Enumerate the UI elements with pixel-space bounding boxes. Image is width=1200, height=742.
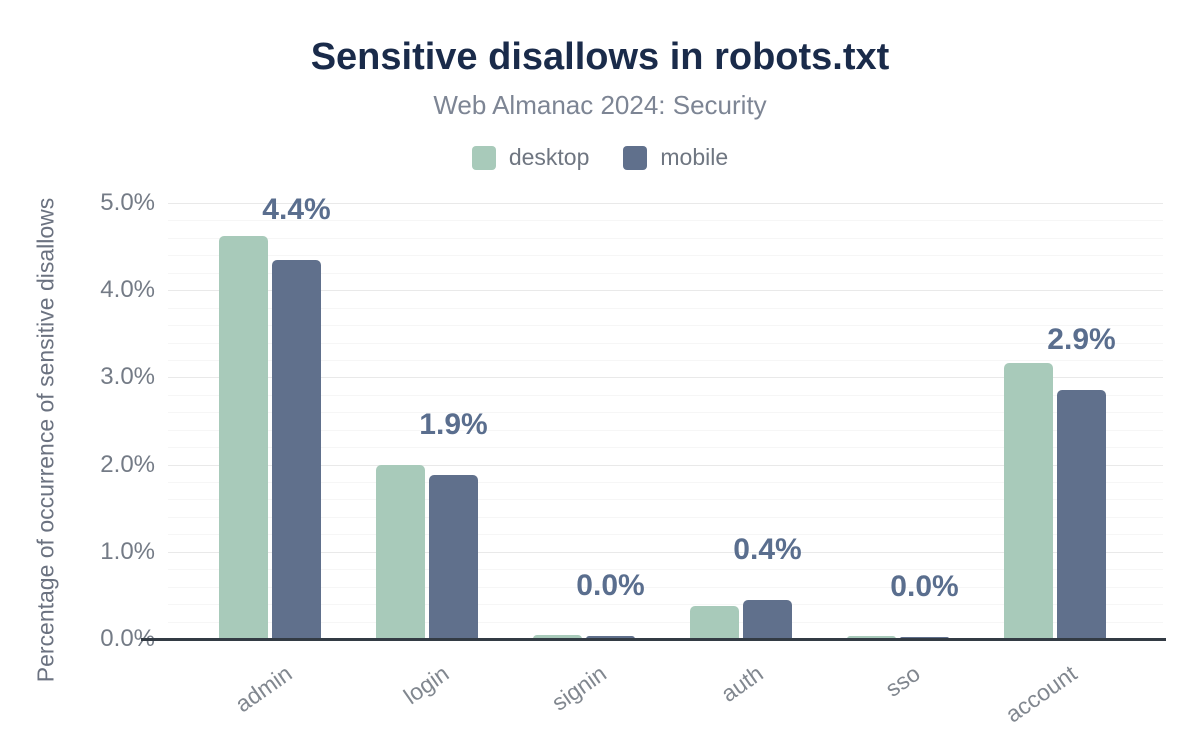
- chart-subtitle: Web Almanac 2024: Security: [433, 90, 767, 120]
- legend-item-desktop: desktop: [471, 144, 590, 171]
- legend-label-mobile: mobile: [660, 144, 729, 170]
- bar-mobile-auth: [743, 599, 792, 639]
- bar-value-label-login: 1.9%: [419, 408, 488, 442]
- gridline-minor: [168, 412, 1163, 414]
- bar-desktop-signin: [533, 634, 582, 639]
- gridline-minor: [168, 307, 1163, 309]
- legend: desktop mobile: [0, 144, 1200, 171]
- x-axis-label-sso: sso: [880, 660, 925, 702]
- x-axis-label-login: login: [399, 660, 454, 710]
- gridline-minor: [168, 447, 1163, 449]
- x-axis-label-admin: admin: [230, 660, 297, 718]
- bar-value-label-sso: 0.0%: [890, 570, 959, 603]
- bar-desktop-sso: [847, 636, 896, 639]
- bar-mobile-account: [1057, 389, 1106, 639]
- bar-value-label-admin: 4.4%: [262, 192, 331, 226]
- gridline-minor: [168, 255, 1163, 257]
- gridline-minor: [168, 325, 1163, 327]
- bar-value-label-auth: 0.4%: [733, 532, 802, 566]
- bar-value-label-account: 2.9%: [1047, 322, 1116, 356]
- bar-desktop-login: [376, 464, 425, 639]
- gridline-minor: [168, 429, 1163, 431]
- bar-mobile-signin: [586, 636, 635, 639]
- gridline-minor: [168, 272, 1163, 274]
- gridline-minor: [168, 569, 1163, 571]
- legend-label-desktop: desktop: [508, 144, 590, 170]
- bar-mobile-login: [429, 475, 478, 639]
- y-tick-label: 5.0%: [100, 189, 155, 216]
- gridline-minor: [168, 220, 1163, 222]
- gridline-minor: [168, 499, 1163, 501]
- bar-value-label-signin: 0.0%: [576, 569, 645, 603]
- gridline-major: [168, 464, 1163, 466]
- y-tick-label: 1.0%: [100, 537, 155, 565]
- legend-swatch-desktop: [471, 145, 496, 170]
- gridline-minor: [168, 482, 1163, 484]
- y-axis-title: Percentage of occurrence of sensitive di…: [32, 197, 59, 683]
- x-axis-label-account: account: [1001, 660, 1082, 728]
- x-axis-label-auth: auth: [716, 660, 768, 707]
- bar-desktop-auth: [690, 605, 739, 639]
- gridline-minor: [168, 586, 1163, 588]
- bar-desktop-admin: [219, 236, 268, 639]
- gridline-minor: [168, 621, 1163, 623]
- legend-swatch-mobile: [623, 145, 648, 170]
- chart-title: Sensitive disallows in robots.txt: [310, 36, 890, 78]
- gridline-major: [168, 551, 1163, 553]
- gridline-minor: [168, 237, 1163, 239]
- y-tick-label: 0.0%: [100, 625, 155, 652]
- x-axis-line: [141, 638, 1166, 641]
- y-tick-label: 2.0%: [100, 450, 155, 478]
- gridline-minor: [168, 516, 1163, 518]
- gridline-major: [168, 290, 1163, 292]
- gridline-minor: [168, 394, 1163, 396]
- gridline-minor: [168, 604, 1163, 606]
- gridline-minor: [168, 342, 1163, 344]
- bar-desktop-account: [1004, 362, 1053, 639]
- gridline-minor: [168, 359, 1163, 361]
- gridline-major: [168, 377, 1163, 379]
- gridline-major: [168, 203, 1163, 204]
- y-tick-label: 3.0%: [100, 363, 155, 391]
- x-axis-label-signin: signin: [546, 660, 611, 716]
- y-tick-label: 4.0%: [100, 276, 155, 304]
- gridline-minor: [168, 534, 1163, 536]
- legend-item-mobile: mobile: [623, 144, 728, 171]
- bar-mobile-admin: [272, 259, 321, 639]
